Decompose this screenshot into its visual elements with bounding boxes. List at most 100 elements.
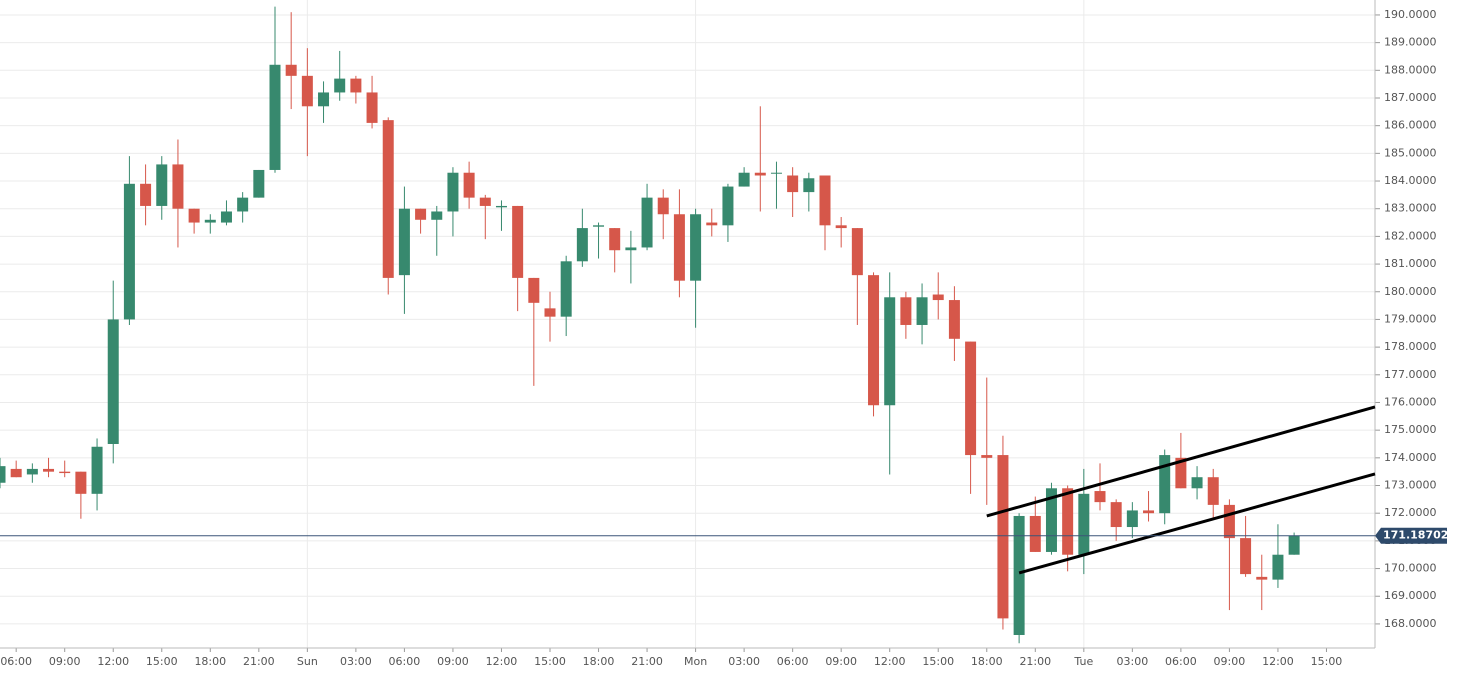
candle-body [819,175,831,226]
candle-body [91,446,103,494]
x-tick-label: 12:00 [1262,655,1294,668]
y-tick-label: 178.0000 [1384,340,1437,353]
y-tick-label: 172.0000 [1384,506,1437,519]
candle-body [965,341,977,456]
candle-body [1062,488,1074,555]
trend-line [1018,472,1376,575]
x-tick-label: 18:00 [583,655,615,668]
y-tick-label: 188.0000 [1384,63,1437,76]
candle-body [560,261,572,317]
candle-body [10,468,22,478]
candle-body [1078,493,1090,555]
candle-body [415,208,427,220]
x-tick-label: 12:00 [97,655,129,668]
x-tick-label: 12:00 [874,655,906,668]
y-tick-label: 187.0000 [1384,91,1437,104]
candle-body [948,300,960,339]
x-tick-label: 12:00 [486,655,518,668]
candle-body [220,211,232,223]
y-tick-label: 186.0000 [1384,119,1437,132]
candle-body [657,197,669,215]
candle-body [188,208,200,223]
candle-body [318,92,330,107]
candle-body [1013,515,1025,635]
candle-body [107,319,119,444]
candle-body [495,205,507,208]
candle-body [1045,488,1057,552]
y-tick-label: 176.0000 [1384,395,1437,408]
candle-body [1240,538,1252,575]
candle-body [140,183,152,206]
candle-body [528,277,540,303]
candle-body [285,64,297,76]
candle-body [1272,554,1284,580]
x-tick-label: 09:00 [825,655,857,668]
candle-body [803,178,815,193]
candle-body [1143,510,1155,514]
x-tick-label: Mon [684,655,707,668]
candle-body [350,78,362,93]
candle-body [237,197,249,212]
candle-body [447,172,459,212]
candle-body [1175,457,1187,489]
candle-body [463,172,475,198]
trend-line [986,405,1376,518]
y-tick-label: 190.0000 [1384,8,1437,21]
y-tick-label: 181.0000 [1384,257,1437,270]
x-tick-label: 15:00 [534,655,566,668]
x-tick-label: Tue [1073,655,1093,668]
x-tick-label: 18:00 [971,655,1003,668]
candle-body [43,468,55,472]
x-tick-label: 06:00 [0,655,32,668]
last-price-badge [1375,527,1447,544]
candle-body [997,455,1009,619]
y-tick-label: 168.0000 [1384,617,1437,630]
candle-body [479,197,491,206]
x-tick-label: 06:00 [389,655,421,668]
x-tick-label: 06:00 [777,655,809,668]
y-tick-label: 170.0000 [1384,562,1437,575]
y-tick-label: 182.0000 [1384,229,1437,242]
candle-body [593,225,605,227]
candle-body [512,205,524,278]
candle-body [1288,535,1300,555]
y-tick-label: 169.0000 [1384,589,1437,602]
x-tick-label: 09:00 [49,655,81,668]
x-tick-label: 21:00 [243,655,275,668]
candle-body [738,172,750,187]
candle-body [690,214,702,281]
y-tick-label: 184.0000 [1384,174,1437,187]
candle-body [1191,477,1203,489]
candle-body [382,120,394,278]
y-tick-label: 189.0000 [1384,36,1437,49]
candle-body [851,228,863,276]
x-tick-label: 15:00 [146,655,178,668]
candle-body [366,92,378,123]
candle-body [787,175,799,193]
candle-body [26,468,38,475]
x-tick-label: 06:00 [1165,655,1197,668]
y-tick-label: 174.0000 [1384,451,1437,464]
x-tick-label: 18:00 [194,655,226,668]
y-tick-label: 173.0000 [1384,479,1437,492]
candle-body [625,247,637,251]
candle-body [0,466,6,483]
x-tick-label: 15:00 [922,655,954,668]
candle-body [431,211,443,220]
candle-body [172,164,184,209]
x-tick-label: 09:00 [437,655,469,668]
candle-body [576,228,588,262]
candle-body [1207,477,1219,505]
candle-body [75,471,87,494]
candle-body [981,455,993,458]
y-tick-label: 179.0000 [1384,312,1437,325]
candle-body [900,297,912,325]
x-tick-label: 09:00 [1214,655,1246,668]
candle-body [932,294,944,301]
candle-body [544,308,556,317]
candle-body [1223,504,1235,539]
candle-body [1256,576,1268,580]
x-tick-label: 03:00 [340,655,372,668]
candle-body [673,214,685,281]
